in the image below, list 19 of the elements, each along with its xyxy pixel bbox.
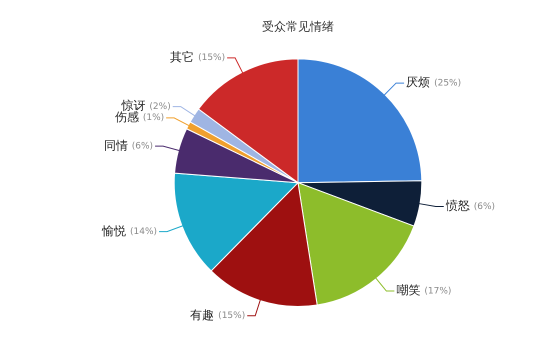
data-label: (17%)	[424, 286, 452, 296]
data-label: (15%)	[198, 53, 226, 64]
slice-label: 伤感	[114, 110, 139, 124]
data-label: (14%)	[130, 226, 158, 237]
slice-label: 有趣	[190, 308, 214, 322]
data-label: (15%)	[218, 311, 246, 322]
slice-label: 其它	[170, 50, 194, 64]
data-label: (6%)	[474, 202, 496, 212]
slice-label: 厌烦	[406, 75, 430, 90]
data-label: (6%)	[132, 142, 154, 152]
slice-label: 惊讶	[120, 98, 146, 113]
data-label: (2%)	[149, 102, 171, 112]
data-label: (1%)	[142, 113, 164, 124]
slice-label: 同情	[104, 138, 128, 152]
chart-title: 受众常见情绪	[262, 19, 334, 34]
data-label: (25%)	[434, 78, 462, 88]
slice-label: 愉悦	[101, 224, 126, 238]
slice-label: 愤怒	[444, 198, 470, 213]
slice-label: 嘲笑	[396, 283, 420, 298]
